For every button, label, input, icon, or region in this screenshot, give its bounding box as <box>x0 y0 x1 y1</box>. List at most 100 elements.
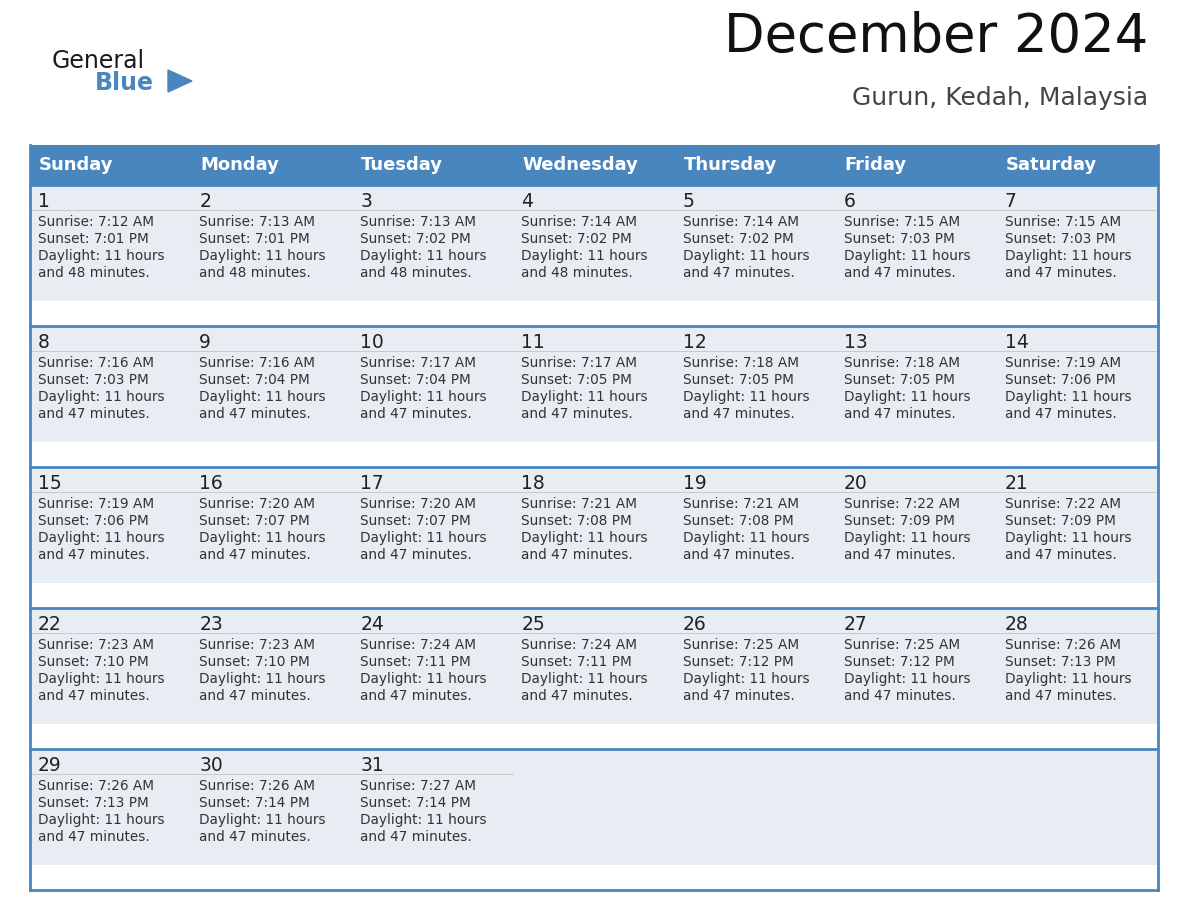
Text: Sunset: 7:02 PM: Sunset: 7:02 PM <box>522 232 632 246</box>
Text: December 2024: December 2024 <box>723 11 1148 63</box>
Text: and 47 minutes.: and 47 minutes. <box>360 830 472 844</box>
Bar <box>997 608 1158 723</box>
Text: Sunset: 7:06 PM: Sunset: 7:06 PM <box>38 514 148 528</box>
Text: Sunrise: 7:21 AM: Sunrise: 7:21 AM <box>683 497 798 511</box>
Text: Sunset: 7:04 PM: Sunset: 7:04 PM <box>360 373 470 387</box>
Bar <box>30 326 191 442</box>
Text: Daylight: 11 hours: Daylight: 11 hours <box>360 813 487 827</box>
Text: Daylight: 11 hours: Daylight: 11 hours <box>1005 531 1131 545</box>
Bar <box>30 467 191 583</box>
Text: 4: 4 <box>522 192 533 211</box>
Text: and 47 minutes.: and 47 minutes. <box>200 689 311 703</box>
Text: and 47 minutes.: and 47 minutes. <box>522 548 633 562</box>
Text: and 47 minutes.: and 47 minutes. <box>683 266 795 280</box>
Bar <box>997 467 1158 583</box>
Text: 17: 17 <box>360 474 384 493</box>
Text: Monday: Monday <box>200 156 279 174</box>
Text: Sunrise: 7:13 AM: Sunrise: 7:13 AM <box>200 215 315 229</box>
Text: 21: 21 <box>1005 474 1029 493</box>
Text: 29: 29 <box>38 756 62 775</box>
Text: Tuesday: Tuesday <box>361 156 443 174</box>
Text: Sunset: 7:13 PM: Sunset: 7:13 PM <box>1005 655 1116 669</box>
Text: Daylight: 11 hours: Daylight: 11 hours <box>200 390 326 404</box>
Text: Sunrise: 7:26 AM: Sunrise: 7:26 AM <box>1005 638 1120 652</box>
Text: Sunrise: 7:16 AM: Sunrise: 7:16 AM <box>38 356 154 370</box>
Text: Sunrise: 7:18 AM: Sunrise: 7:18 AM <box>683 356 798 370</box>
Text: 10: 10 <box>360 333 384 352</box>
Text: Daylight: 11 hours: Daylight: 11 hours <box>200 249 326 263</box>
Bar <box>513 467 675 583</box>
Text: Sunset: 7:08 PM: Sunset: 7:08 PM <box>522 514 632 528</box>
Text: Sunset: 7:07 PM: Sunset: 7:07 PM <box>360 514 470 528</box>
Bar <box>675 608 835 723</box>
Text: Daylight: 11 hours: Daylight: 11 hours <box>360 531 487 545</box>
Text: Sunset: 7:04 PM: Sunset: 7:04 PM <box>200 373 310 387</box>
Text: Sunday: Sunday <box>39 156 114 174</box>
Text: Sunset: 7:05 PM: Sunset: 7:05 PM <box>843 373 955 387</box>
Text: 18: 18 <box>522 474 545 493</box>
Text: Sunset: 7:13 PM: Sunset: 7:13 PM <box>38 796 148 810</box>
Text: Sunrise: 7:15 AM: Sunrise: 7:15 AM <box>843 215 960 229</box>
Text: Blue: Blue <box>95 71 154 95</box>
Text: and 47 minutes.: and 47 minutes. <box>200 830 311 844</box>
Text: 3: 3 <box>360 192 372 211</box>
Text: Daylight: 11 hours: Daylight: 11 hours <box>200 531 326 545</box>
Text: Sunrise: 7:24 AM: Sunrise: 7:24 AM <box>522 638 638 652</box>
Bar <box>513 326 675 442</box>
Text: 11: 11 <box>522 333 545 352</box>
Bar <box>513 749 675 865</box>
Text: Sunset: 7:08 PM: Sunset: 7:08 PM <box>683 514 794 528</box>
Text: Sunrise: 7:26 AM: Sunrise: 7:26 AM <box>38 779 154 793</box>
Bar <box>835 608 997 723</box>
Text: Sunrise: 7:19 AM: Sunrise: 7:19 AM <box>1005 356 1121 370</box>
Text: and 47 minutes.: and 47 minutes. <box>683 689 795 703</box>
Text: and 47 minutes.: and 47 minutes. <box>522 689 633 703</box>
Text: Sunset: 7:01 PM: Sunset: 7:01 PM <box>200 232 310 246</box>
Text: Sunset: 7:11 PM: Sunset: 7:11 PM <box>522 655 632 669</box>
Text: 19: 19 <box>683 474 707 493</box>
Text: Daylight: 11 hours: Daylight: 11 hours <box>360 672 487 686</box>
Text: Sunrise: 7:18 AM: Sunrise: 7:18 AM <box>843 356 960 370</box>
Bar <box>675 749 835 865</box>
Text: and 47 minutes.: and 47 minutes. <box>200 548 311 562</box>
Text: Sunset: 7:03 PM: Sunset: 7:03 PM <box>38 373 148 387</box>
Text: Daylight: 11 hours: Daylight: 11 hours <box>1005 249 1131 263</box>
Text: Wednesday: Wednesday <box>523 156 638 174</box>
Text: Sunrise: 7:15 AM: Sunrise: 7:15 AM <box>1005 215 1121 229</box>
Bar <box>191 749 353 865</box>
Text: Daylight: 11 hours: Daylight: 11 hours <box>200 672 326 686</box>
Bar <box>675 326 835 442</box>
Bar <box>353 326 513 442</box>
Text: Daylight: 11 hours: Daylight: 11 hours <box>683 672 809 686</box>
Bar <box>835 185 997 300</box>
Text: Sunrise: 7:14 AM: Sunrise: 7:14 AM <box>683 215 798 229</box>
Bar <box>353 608 513 723</box>
Text: Daylight: 11 hours: Daylight: 11 hours <box>843 249 971 263</box>
Text: 23: 23 <box>200 615 223 634</box>
Text: Sunset: 7:14 PM: Sunset: 7:14 PM <box>360 796 470 810</box>
Text: 15: 15 <box>38 474 62 493</box>
Bar <box>997 185 1158 300</box>
Bar <box>997 749 1158 865</box>
Text: and 47 minutes.: and 47 minutes. <box>1005 266 1117 280</box>
Bar <box>191 326 353 442</box>
Bar <box>353 467 513 583</box>
Text: 30: 30 <box>200 756 223 775</box>
Text: and 47 minutes.: and 47 minutes. <box>1005 548 1117 562</box>
Text: Sunset: 7:02 PM: Sunset: 7:02 PM <box>360 232 470 246</box>
Text: Sunrise: 7:14 AM: Sunrise: 7:14 AM <box>522 215 638 229</box>
Text: Sunset: 7:11 PM: Sunset: 7:11 PM <box>360 655 470 669</box>
Bar <box>30 608 191 723</box>
Text: Gurun, Kedah, Malaysia: Gurun, Kedah, Malaysia <box>852 86 1148 110</box>
Text: Sunset: 7:12 PM: Sunset: 7:12 PM <box>683 655 794 669</box>
Text: Sunset: 7:09 PM: Sunset: 7:09 PM <box>843 514 955 528</box>
Text: Daylight: 11 hours: Daylight: 11 hours <box>683 390 809 404</box>
Text: Sunset: 7:07 PM: Sunset: 7:07 PM <box>200 514 310 528</box>
Text: Sunrise: 7:17 AM: Sunrise: 7:17 AM <box>360 356 476 370</box>
Text: Sunrise: 7:19 AM: Sunrise: 7:19 AM <box>38 497 154 511</box>
Bar <box>191 467 353 583</box>
Text: 14: 14 <box>1005 333 1029 352</box>
Text: 7: 7 <box>1005 192 1017 211</box>
Bar <box>30 749 191 865</box>
Text: 5: 5 <box>683 192 695 211</box>
